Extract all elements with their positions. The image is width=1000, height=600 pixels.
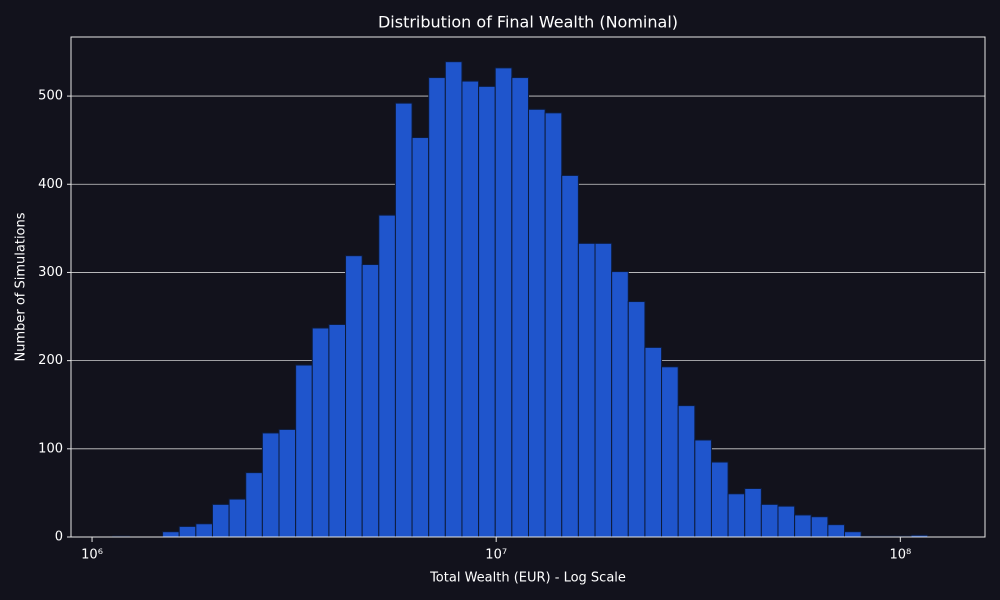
bar: [544, 112, 563, 538]
axes-frame: [70, 36, 986, 538]
x-tick-label: 10⁶: [81, 548, 103, 563]
bar: [178, 525, 197, 538]
bar: [261, 432, 280, 538]
bar: [627, 301, 646, 538]
bar: [461, 80, 480, 538]
bar: [777, 505, 796, 538]
bar: [245, 472, 263, 538]
bar: [378, 214, 396, 538]
bar: [710, 461, 729, 538]
bar: [228, 498, 247, 538]
bar: [594, 242, 613, 538]
y-tick-label: 100: [38, 441, 63, 456]
x-tick-label: 10⁷: [485, 548, 507, 563]
bar: [295, 364, 313, 538]
bar: [577, 242, 596, 538]
bar: [211, 503, 230, 538]
bar: [444, 61, 463, 538]
bar: [478, 85, 496, 538]
bar: [677, 405, 696, 538]
y-tick-label: 0: [55, 530, 63, 545]
bar: [394, 102, 413, 538]
bar: [794, 514, 812, 538]
bar: [727, 493, 746, 538]
bar: [361, 264, 380, 538]
chart-title: Distribution of Final Wealth (Nominal): [378, 13, 678, 32]
bar: [328, 323, 347, 538]
bar: [661, 366, 679, 538]
bar: [345, 255, 363, 538]
y-tick-label: 200: [38, 353, 63, 368]
bar: [494, 67, 513, 538]
bar: [195, 523, 213, 538]
bar: [827, 524, 846, 538]
bar: [527, 108, 546, 538]
bar: [311, 327, 330, 538]
bar: [162, 531, 180, 538]
bar: [810, 516, 829, 538]
y-tick-label: 300: [38, 265, 63, 280]
bar: [411, 137, 430, 538]
y-tick-label: 400: [38, 177, 63, 192]
bar: [428, 77, 446, 538]
bar: [644, 346, 663, 538]
bar: [844, 531, 862, 538]
bar: [278, 428, 297, 538]
bar: [694, 439, 712, 538]
plot-area: 0 100 200 300 400 500 10⁶ 10⁷ 10⁸: [38, 61, 985, 563]
bar: [611, 271, 629, 538]
y-tick-label: 500: [38, 89, 63, 104]
bar: [511, 77, 529, 538]
x-axis-label: Total Wealth (EUR) - Log Scale: [429, 571, 626, 586]
y-axis-label: Number of Simulations: [14, 212, 29, 361]
bar: [561, 174, 579, 538]
x-tick-label: 10⁸: [889, 548, 911, 563]
bar: [744, 487, 762, 538]
bar: [760, 503, 779, 538]
